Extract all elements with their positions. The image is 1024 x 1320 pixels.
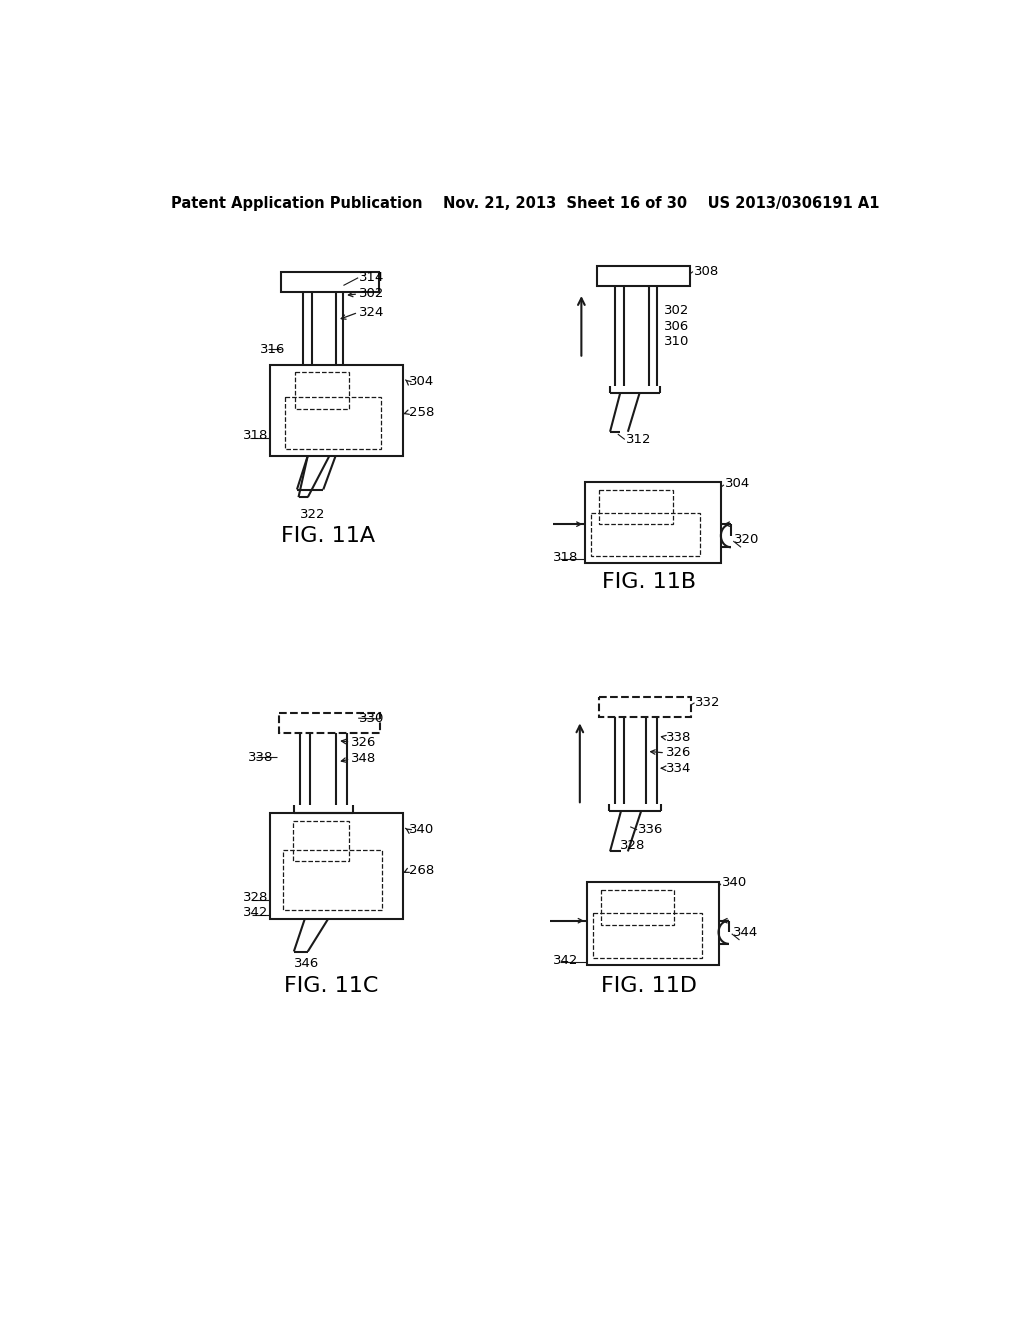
Text: 328: 328 (621, 838, 645, 851)
Bar (601, 890, 675, 924)
Text: 326: 326 (666, 746, 691, 759)
Text: FIG. 11B: FIG. 11B (602, 572, 696, 591)
Bar (270, 364, 403, 455)
Text: 322: 322 (300, 508, 326, 520)
Bar (280, 713, 380, 733)
Bar (592, 512, 700, 557)
Text: 302: 302 (359, 288, 384, 301)
Bar (593, 913, 701, 958)
Text: FIG. 11D: FIG. 11D (601, 977, 696, 997)
Text: 328: 328 (243, 891, 268, 904)
Text: 304: 304 (409, 375, 434, 388)
Text: 348: 348 (351, 752, 377, 766)
Text: 312: 312 (626, 433, 651, 446)
Text: 342: 342 (553, 954, 579, 968)
Text: 342: 342 (243, 907, 268, 920)
Text: 324: 324 (359, 306, 384, 319)
Text: 338: 338 (666, 731, 691, 744)
Text: 318: 318 (243, 429, 268, 442)
Text: 336: 336 (638, 824, 664, 837)
Bar (270, 813, 403, 919)
Text: 334: 334 (666, 762, 691, 775)
Text: 258: 258 (409, 407, 434, 418)
Bar (295, 372, 349, 409)
Text: 268: 268 (409, 865, 434, 878)
Bar (285, 397, 381, 449)
Text: 314: 314 (359, 271, 384, 284)
Text: 346: 346 (294, 957, 318, 970)
Text: 332: 332 (695, 696, 721, 709)
Text: FIG. 11C: FIG. 11C (284, 977, 378, 997)
Text: 338: 338 (248, 751, 273, 764)
Text: 308: 308 (693, 265, 719, 279)
Text: 344: 344 (732, 925, 758, 939)
Text: 304: 304 (725, 477, 750, 490)
Bar (586, 482, 721, 562)
Bar (293, 821, 349, 861)
Text: 340: 340 (722, 875, 746, 888)
Bar (599, 697, 690, 718)
Text: 326: 326 (351, 735, 377, 748)
Text: 320: 320 (734, 533, 760, 546)
Text: 316: 316 (260, 343, 285, 356)
Bar (587, 882, 719, 965)
Text: 318: 318 (553, 550, 579, 564)
Text: Patent Application Publication    Nov. 21, 2013  Sheet 16 of 30    US 2013/03061: Patent Application Publication Nov. 21, … (171, 195, 879, 211)
Text: FIG. 11A: FIG. 11A (281, 525, 375, 545)
Bar (597, 267, 690, 286)
Bar (283, 850, 382, 909)
Text: 306: 306 (665, 319, 689, 333)
Text: 302: 302 (665, 305, 690, 317)
Bar (599, 490, 673, 524)
Text: 330: 330 (359, 711, 384, 725)
Bar (282, 272, 379, 293)
Text: 310: 310 (665, 335, 690, 348)
Text: 340: 340 (409, 824, 434, 837)
